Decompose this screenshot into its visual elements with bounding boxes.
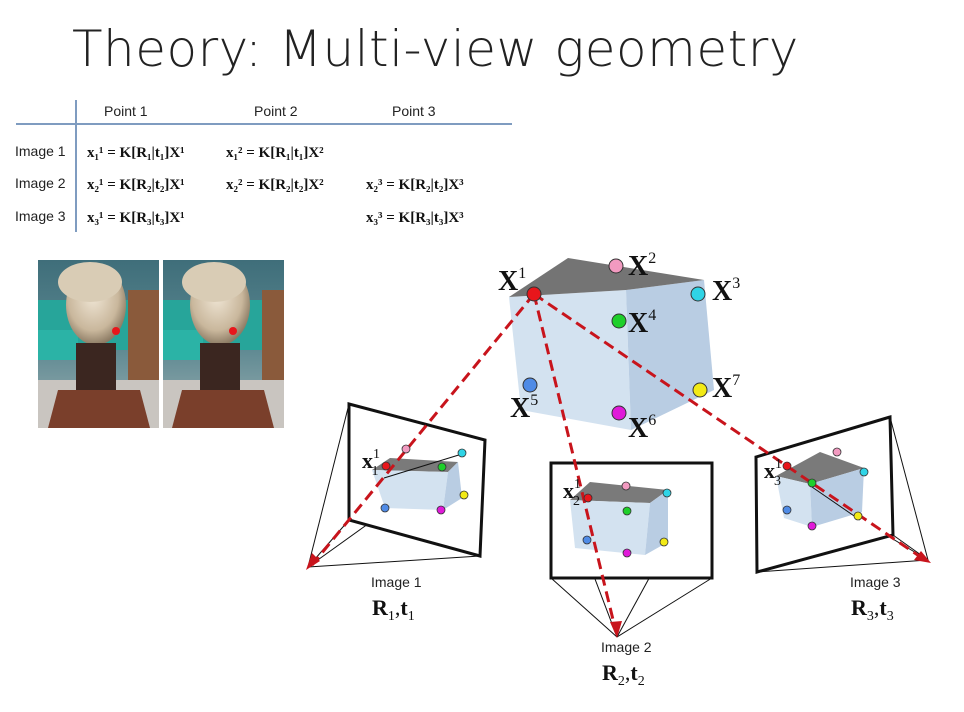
arrowhead-1 <box>306 553 320 570</box>
point-x3-marker <box>690 286 706 302</box>
photo-view-1 <box>38 260 159 428</box>
pose-2-label: R2,t2 <box>602 660 645 689</box>
col-header-point-3: Point 3 <box>392 103 436 119</box>
arrowhead-2 <box>610 621 622 638</box>
photo-view-2 <box>163 260 284 428</box>
cell-r2-c3: x₂³ = K[R₂|t₂]X³ <box>366 177 464 193</box>
projections-image-1 <box>380 444 469 515</box>
label-x3: X3 <box>712 275 740 307</box>
pose-1-label: R1,t1 <box>372 595 415 624</box>
cell-r2-c1: x₂¹ = K[R₂|t₂]X¹ <box>87 177 185 193</box>
point-x1-marker <box>526 286 542 302</box>
point-x5-marker <box>522 377 538 393</box>
label-x6: X6 <box>628 412 656 444</box>
cell-r3-c1: x₃¹ = K[R₃|t₃]X¹ <box>87 210 185 226</box>
points-3d <box>522 258 708 421</box>
cell-r1-c2: x₁² = K[R₁|t₁]X² <box>226 145 324 161</box>
cell-r1-c1: x₁¹ = K[R₁|t₁]X¹ <box>87 145 185 161</box>
label-x2-1: x1 2 <box>563 477 581 509</box>
label-x1-1: x1 1 <box>362 447 380 479</box>
ray-arrowheads <box>306 551 931 638</box>
image-3-label: Image 3 <box>850 574 901 590</box>
image-2-label: Image 2 <box>601 639 652 655</box>
row-label-image-3: Image 3 <box>15 208 66 224</box>
col-header-point-2: Point 2 <box>254 103 298 119</box>
col-header-point-1: Point 1 <box>104 103 148 119</box>
point-x7-marker <box>692 382 708 398</box>
cell-r3-c3: x₃³ = K[R₃|t₃]X³ <box>366 210 464 226</box>
row-label-image-1: Image 1 <box>15 143 66 159</box>
point-x2-marker <box>608 258 624 274</box>
point-labels: X1 X2 X3 X4 X5 X6 X7 <box>498 250 740 444</box>
label-x5: X5 <box>510 392 538 424</box>
cube-3d <box>509 258 714 430</box>
point-x4-marker <box>611 313 627 329</box>
projections-image-3 <box>782 447 869 531</box>
camera-1 <box>307 402 487 568</box>
ray-to-camera-1 <box>310 293 536 566</box>
arrowhead-3 <box>914 551 931 563</box>
label-x4: X4 <box>628 307 656 339</box>
cell-r2-c2: x₂² = K[R₂|t₂]X² <box>226 177 324 193</box>
label-x1: X1 <box>498 265 526 297</box>
label-x3-1: x1 3 <box>764 457 782 489</box>
camera-3 <box>754 415 929 574</box>
ray-to-camera-2 <box>532 293 618 633</box>
label-x7: X7 <box>712 372 740 404</box>
pose-3-label: R3,t3 <box>851 595 894 624</box>
equation-table: Point 1 Point 2 Point 3 Image 1 Image 2 … <box>15 100 512 232</box>
point-x6-marker <box>611 405 627 421</box>
slide-title: Theory: Multi-view geometry <box>72 20 799 78</box>
image-1-label: Image 1 <box>371 574 422 590</box>
camera-2 <box>549 461 714 638</box>
row-label-image-2: Image 2 <box>15 175 66 191</box>
projection-labels: x1 1 x1 2 x1 3 <box>362 447 782 509</box>
label-x2: X2 <box>628 250 656 282</box>
projections-image-2 <box>582 481 672 558</box>
